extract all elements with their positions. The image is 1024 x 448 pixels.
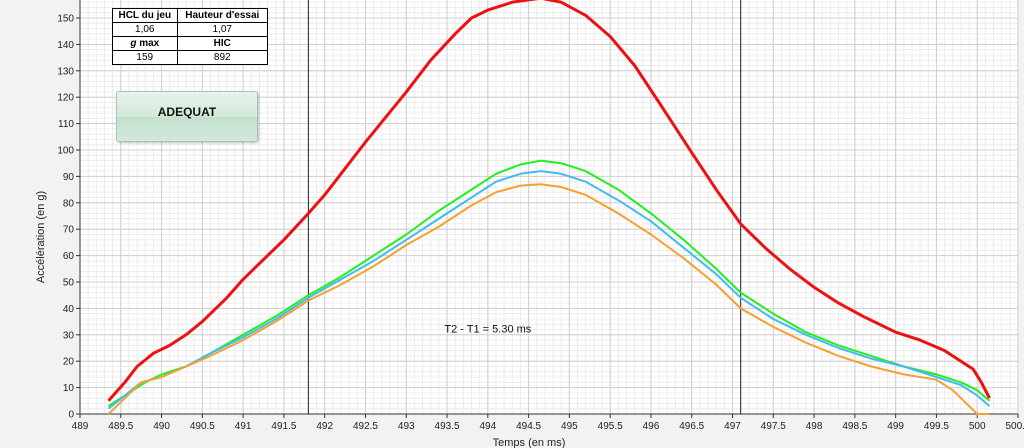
y-tick-label: 140 [57, 40, 74, 51]
results-table: HCL du jeu Hauteur d'essai 1,06 1,07 g m… [112, 8, 269, 65]
x-tick-label: 498.5 [842, 421, 867, 432]
test-height-header: Hauteur d'essai [176, 8, 269, 23]
hcl-value: 1,06 [112, 22, 178, 37]
x-tick-label: 500 [969, 421, 986, 432]
gmax-header: g max [112, 36, 178, 51]
x-tick-label: 495.5 [598, 421, 623, 432]
hic-header: HIC [176, 36, 269, 51]
x-tick-label: 497.5 [761, 421, 786, 432]
x-tick-label: 489.5 [108, 421, 133, 432]
y-tick-label: 100 [57, 146, 74, 157]
y-tick-label: 70 [63, 225, 75, 236]
series-line-1 [107, 0, 991, 402]
x-tick-label: 490 [153, 421, 170, 432]
verdict-button[interactable]: ADEQUAT [116, 91, 258, 142]
x-tick-label: 490.5 [190, 421, 215, 432]
x-tick-label: 494 [479, 421, 496, 432]
y-tick-label: 20 [63, 357, 75, 368]
gmax-header-max: max [136, 38, 160, 49]
y-tick-label: 50 [63, 278, 75, 289]
y-tick-label: 150 [57, 14, 74, 25]
y-tick-label: 120 [57, 93, 74, 104]
y-tick-label: 40 [63, 304, 75, 315]
y-tick-label: 130 [57, 66, 74, 77]
x-tick-label: 496 [643, 421, 660, 432]
hcl-header: HCL du jeu [112, 8, 178, 23]
y-tick-label: 80 [63, 198, 75, 209]
x-tick-label: 492.5 [353, 421, 378, 432]
x-tick-label: 499 [887, 421, 904, 432]
x-tick-label: 491.5 [271, 421, 296, 432]
x-tick-label: 491 [235, 421, 252, 432]
y-tick-label: 110 [58, 119, 74, 130]
x-tick-label: 492 [316, 421, 333, 432]
hic-value: 892 [176, 50, 269, 65]
x-tick-label: 498 [806, 421, 823, 432]
x-tick-label: 496.5 [679, 421, 704, 432]
x-tick-label: 497 [724, 421, 741, 432]
y-tick-label: 10 [63, 383, 75, 394]
x-tick-label: 495 [561, 421, 578, 432]
x-tick-label: 494.5 [516, 421, 541, 432]
x-tick-label: 499.5 [924, 421, 949, 432]
gmax-value: 159 [112, 50, 178, 65]
y-tick-label: 90 [63, 172, 75, 183]
series-line-4 [107, 183, 990, 415]
test-height-value: 1,07 [176, 22, 269, 37]
x-axis-title: Temps (en ms) [493, 437, 566, 448]
x-tick-label: 500.5 [1005, 421, 1024, 432]
duration-annotation: T2 - T1 = 5.30 ms [444, 324, 531, 336]
y-tick-label: 0 [68, 410, 74, 421]
gmax-header-g: g [130, 38, 137, 49]
y-tick-label: 60 [63, 251, 75, 262]
x-tick-label: 493.5 [435, 421, 460, 432]
x-tick-label: 489 [72, 421, 89, 432]
series-line-3 [107, 170, 991, 410]
y-tick-label: 30 [63, 330, 75, 341]
y-axis-title: Accélération (en g) [35, 191, 47, 283]
x-tick-label: 493 [398, 421, 415, 432]
